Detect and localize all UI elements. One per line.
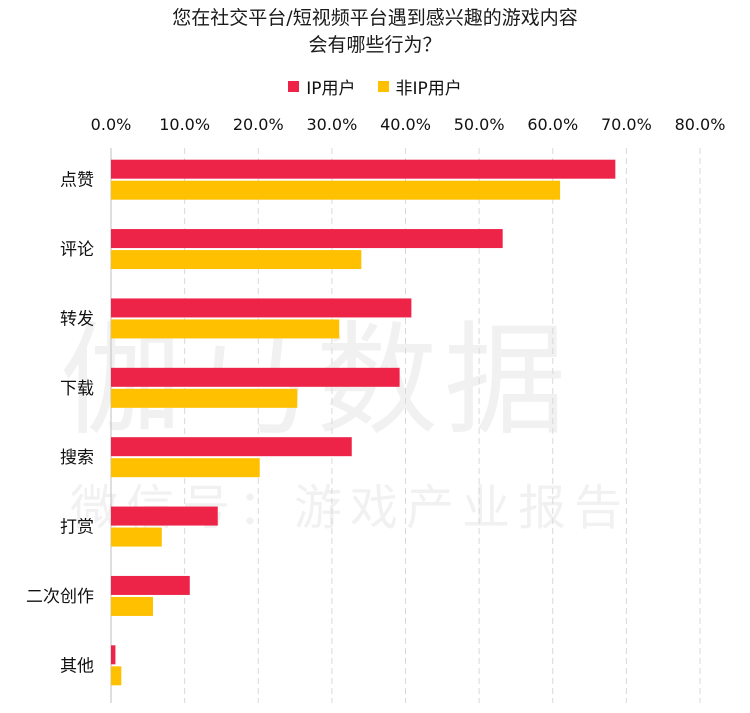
x-tick-label: 10.0% [159,115,210,134]
x-tick-label: 20.0% [233,115,284,134]
bar-non-ip [111,458,260,478]
legend-swatch-ip [288,81,300,92]
bar-non-ip [111,596,153,616]
chart-title-line-2: 会有哪些行为？ [308,34,442,56]
category-label: 搜索 [60,448,94,468]
legend-swatch-non-ip [377,81,389,92]
bar-ip [111,575,190,595]
x-tick-label: 30.0% [306,115,357,134]
legend-item-non-ip: 非IP用户 [377,74,462,99]
x-tick-label: 50.0% [454,115,505,134]
bar-ip [111,437,352,457]
bar-ip [111,367,400,387]
category-label: 转发 [60,309,94,329]
bar-non-ip [111,388,298,408]
legend: IP用户 非IP用户 [0,74,750,99]
bar-non-ip [111,527,162,547]
chart-title-line-1: 您在社交平台/短视频平台遇到感兴趣的游戏内容 [172,7,578,29]
x-tick-label: 70.0% [601,115,652,134]
bar-ip [111,645,116,665]
bar-non-ip [111,180,561,200]
category-label: 二次创作 [26,587,94,607]
category-label: 其他 [60,656,94,676]
bar-ip [111,229,503,249]
bar-ip [111,506,218,526]
bar-non-ip [111,250,362,270]
category-label: 评论 [60,240,94,260]
x-tick-label: 60.0% [527,115,578,134]
x-tick-label: 80.0% [675,115,726,134]
category-label: 下载 [60,379,94,399]
x-tick-label: 40.0% [380,115,431,134]
legend-label-ip: IP用户 [306,79,356,99]
bar-ip [111,159,616,179]
x-tick-label: 0.0% [91,115,132,134]
legend-label-non-ip: 非IP用户 [395,79,462,99]
bar-ip [111,298,412,318]
bar-non-ip [111,319,340,339]
legend-item-ip: IP用户 [288,74,356,99]
category-label: 点赞 [60,171,94,191]
category-label: 打赏 [60,518,94,538]
bar-non-ip [111,666,122,686]
